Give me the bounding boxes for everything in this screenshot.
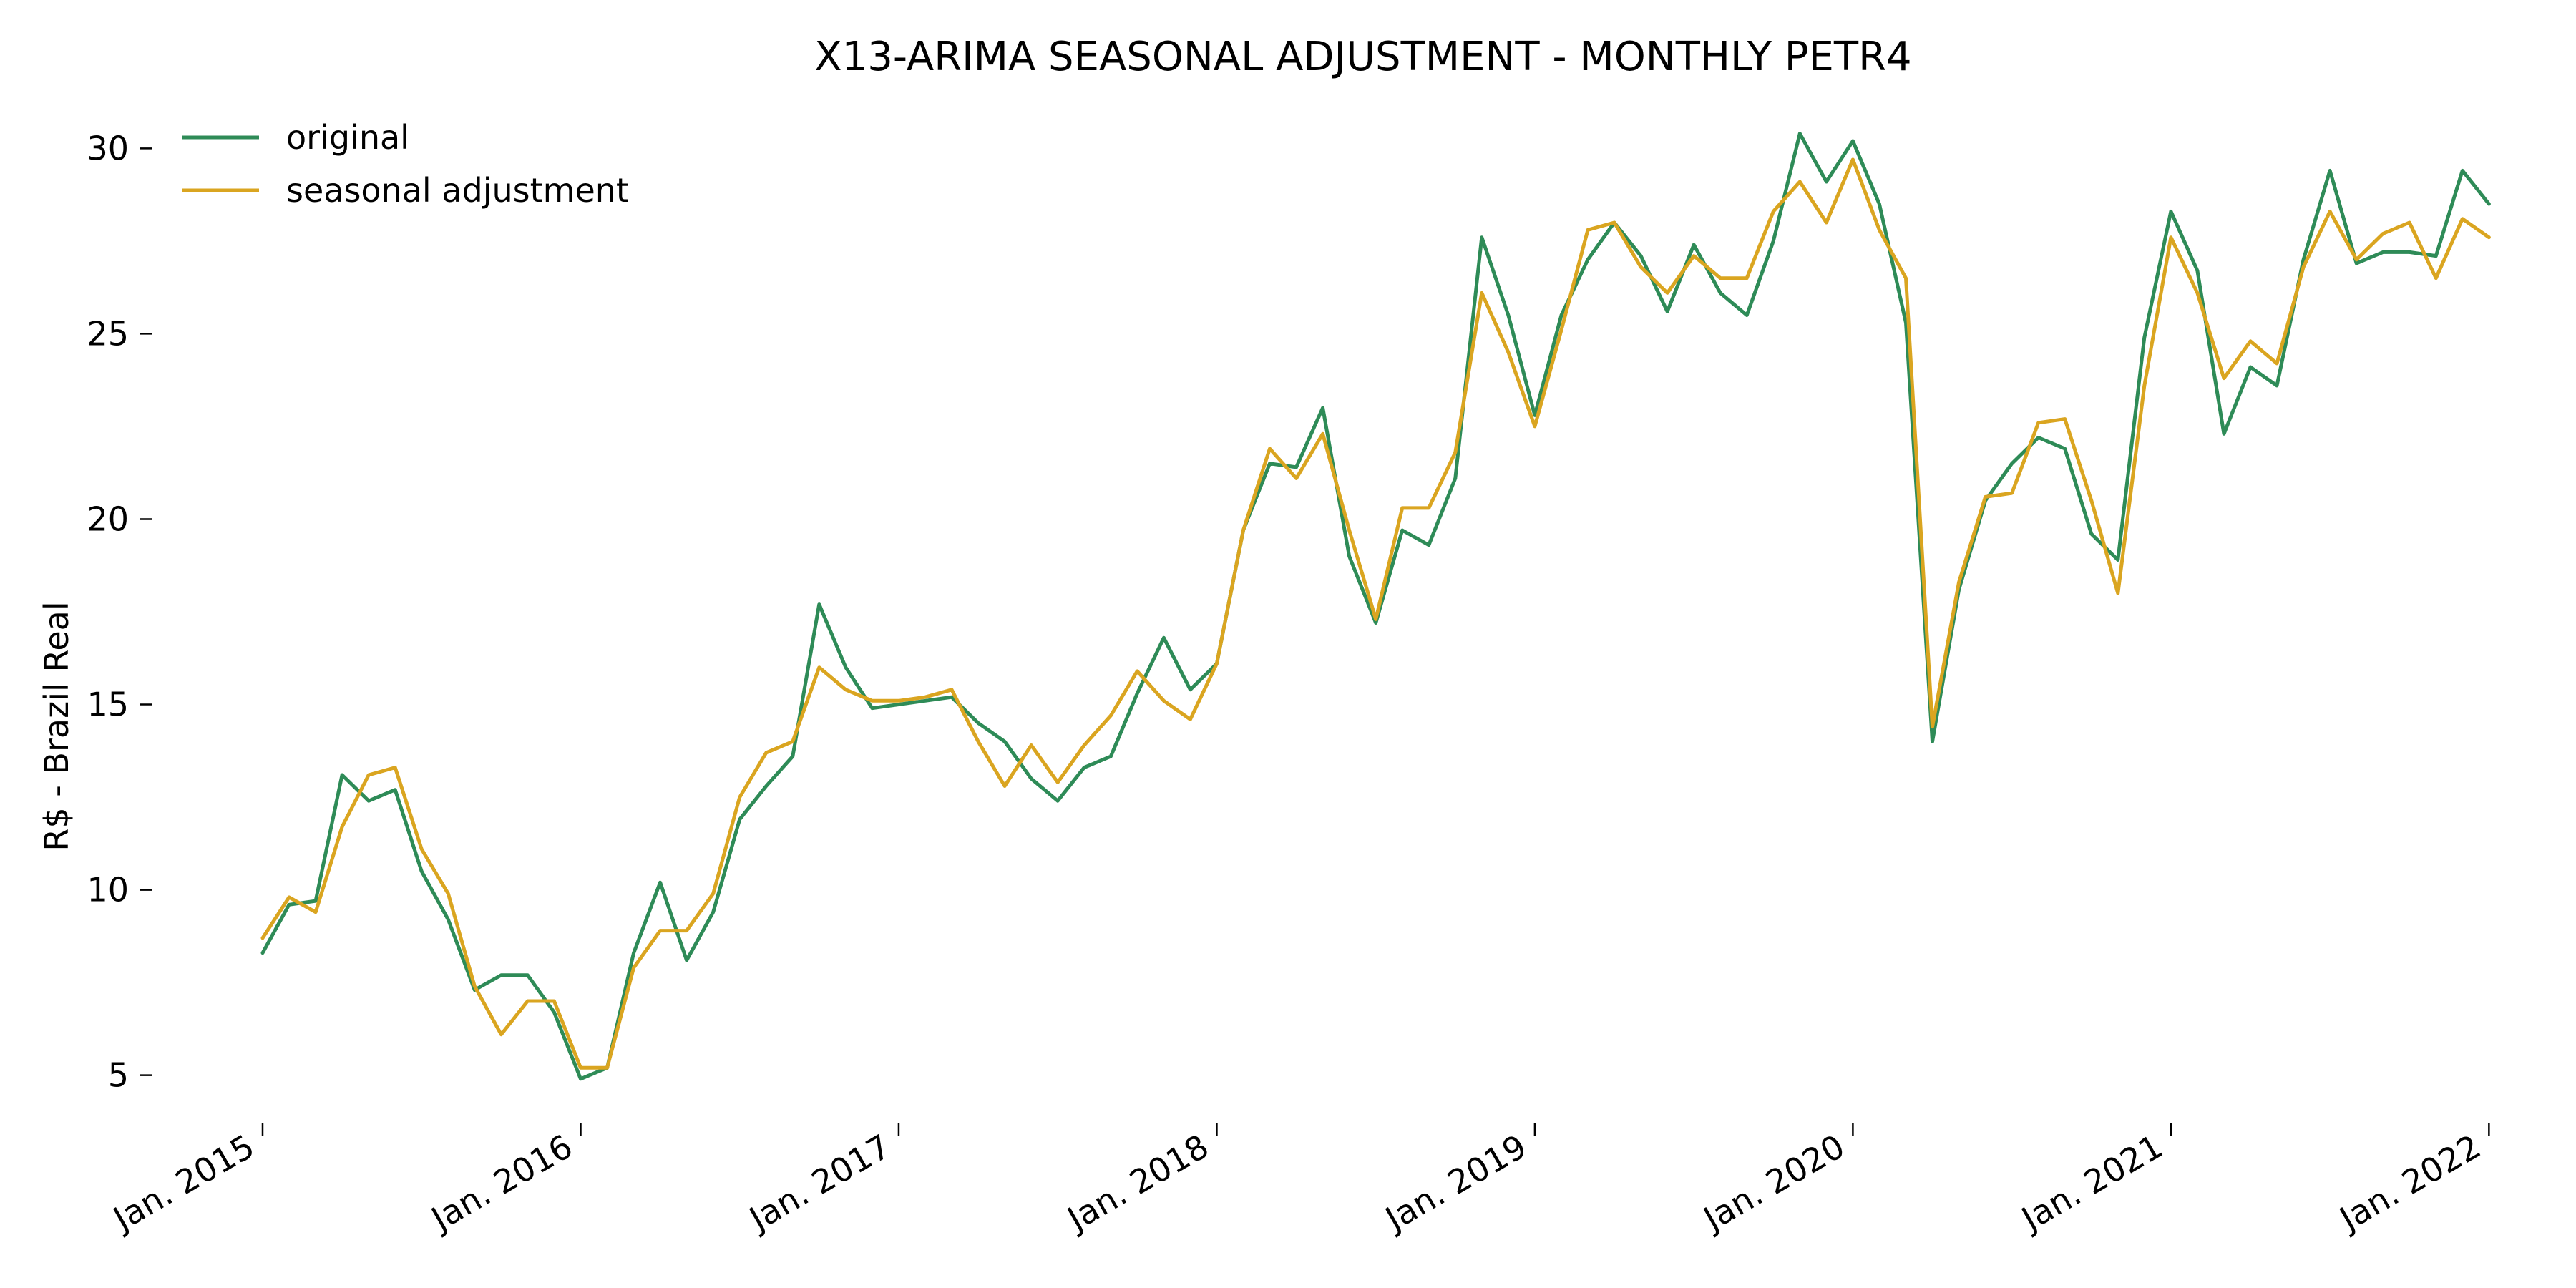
series-layer	[260, 132, 2491, 1081]
x-tick-label: Jan. 2022	[2331, 1127, 2487, 1239]
x-tick-label: Jan. 2020	[1695, 1127, 1851, 1239]
legend-label: seasonal adjustment	[286, 171, 629, 210]
x-axis: Jan. 2015 Jan. 2016 Jan. 2017 Jan. 2018 Jan.…	[105, 1123, 2490, 1239]
chart-title: X13-ARIMA SEASONAL ADJUSTMENT - MONTHLY …	[814, 34, 1911, 80]
y-tick-label: 15	[87, 686, 129, 724]
y-tick-label: 25	[87, 314, 129, 353]
legend: original seasonal adjustment	[182, 118, 629, 210]
x-tick-label: Jan. 2015	[105, 1127, 261, 1239]
x-tick-label: Jan. 2018	[1059, 1127, 1215, 1239]
legend-label: original	[286, 118, 409, 157]
x-tick-label: Jan. 2016	[423, 1127, 579, 1239]
x-tick-label: Jan. 2019	[1377, 1127, 1533, 1239]
y-tick-label: 20	[87, 499, 129, 538]
series-line-original	[260, 132, 2491, 1081]
y-tick-label: 10	[87, 871, 129, 909]
x-tick-label: Jan. 2021	[2014, 1127, 2170, 1239]
x-tick-label: Jan. 2017	[741, 1127, 897, 1239]
y-tick-label: 30	[87, 129, 129, 167]
y-axis: 5 10 15 20 25 30	[87, 129, 152, 1095]
y-axis-label: R$ - Brazil Real	[37, 601, 76, 851]
y-tick-label: 5	[108, 1056, 129, 1095]
series-line-seasonal-adjustment	[260, 157, 2491, 1070]
